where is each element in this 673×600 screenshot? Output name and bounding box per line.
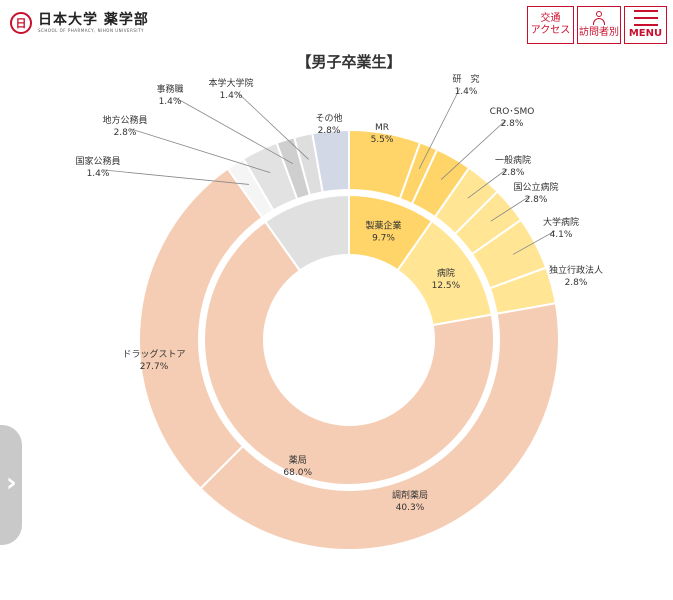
outer-value-13: 2.8% bbox=[318, 126, 341, 136]
inner-slice-other bbox=[263, 193, 350, 273]
inner-value-2: 68.0% bbox=[283, 468, 312, 478]
site-logo[interactable]: 日 日本大学 薬学部 SCHOOL OF PHARMACY, NIHON UNI… bbox=[10, 12, 149, 34]
outer-value-10: 2.8% bbox=[114, 128, 137, 138]
outer-value-9: 1.4% bbox=[87, 169, 110, 179]
person-icon bbox=[592, 11, 606, 25]
chart-title: 【男子卒業生】 bbox=[296, 53, 401, 71]
outer-label-1: 研 究 bbox=[452, 73, 479, 85]
visitor-button[interactable]: 訪問者別 bbox=[577, 6, 621, 44]
inner-value-1: 12.5% bbox=[432, 281, 461, 291]
outer-label-4: 国公立病院 bbox=[513, 181, 558, 193]
inner-label-1: 病院 bbox=[437, 267, 455, 279]
outer-ring bbox=[138, 128, 560, 551]
logo-title: 日本大学 薬学部 bbox=[38, 12, 149, 28]
outer-label-5: 大学病院 bbox=[543, 216, 579, 228]
leader-line-5 bbox=[512, 230, 556, 255]
outer-value-0: 5.5% bbox=[371, 135, 394, 145]
inner-ring bbox=[203, 193, 495, 486]
inner-slice-2 bbox=[203, 220, 495, 486]
hamburger-icon bbox=[633, 10, 658, 26]
outer-value-2: 2.8% bbox=[501, 119, 524, 129]
leader-line-10 bbox=[130, 128, 271, 173]
outer-label-8: ドラッグストア bbox=[122, 348, 185, 360]
side-slide-tab[interactable] bbox=[0, 425, 22, 545]
outer-value-4: 2.8% bbox=[525, 195, 548, 205]
access-button[interactable]: 交通 アクセス bbox=[527, 6, 574, 44]
slice-labels: 製薬企業 9.7% 病院 12.5% 薬局 68.0% MR 5.5% 研 究 1.4% CRO･S… bbox=[75, 73, 603, 513]
outer-slice-8 bbox=[138, 167, 264, 490]
chevron-right-icon[interactable]: › bbox=[6, 468, 17, 498]
outer-value-11: 1.4% bbox=[159, 97, 182, 107]
career-donut-chart: 【男子卒業生】 製薬企業 9.7% 病院 12.5% 薬局 68.0% MR 5.5% 研 究 1… bbox=[75, 53, 603, 551]
outer-value-8: 27.7% bbox=[140, 362, 169, 372]
leader-line-11 bbox=[175, 97, 294, 165]
menu-label: MENU bbox=[628, 28, 663, 39]
inner-label-0: 製薬企業 bbox=[365, 219, 401, 231]
outer-slice-7 bbox=[199, 302, 560, 551]
visitor-label: 訪問者別 bbox=[579, 27, 619, 38]
outer-label-10: 地方公務員 bbox=[102, 114, 147, 126]
outer-label-3: 一般病院 bbox=[495, 154, 531, 166]
outer-label-9: 国家公務員 bbox=[75, 155, 120, 167]
outer-value-7: 40.3% bbox=[396, 503, 425, 513]
outer-label-7: 調剤薬局 bbox=[392, 489, 428, 501]
outer-value-12: 1.4% bbox=[220, 91, 243, 101]
leader-line-4 bbox=[490, 195, 531, 222]
access-label-2: アクセス bbox=[530, 25, 571, 36]
outer-label-11: 事務職 bbox=[156, 83, 183, 95]
leader-lines bbox=[103, 87, 556, 255]
leader-line-3 bbox=[467, 168, 508, 199]
leader-line-2 bbox=[440, 119, 507, 180]
inner-label-2: 薬局 bbox=[289, 454, 307, 466]
menu-button[interactable]: MENU bbox=[624, 6, 667, 44]
outer-label-13: その他 bbox=[315, 112, 342, 124]
outer-label-12: 本学大学院 bbox=[208, 77, 253, 89]
leader-line-9 bbox=[103, 169, 249, 185]
access-label-1: 交通 bbox=[540, 13, 561, 24]
outer-label-6: 独立行政法人 bbox=[549, 264, 603, 276]
site-header: 日 日本大学 薬学部 SCHOOL OF PHARMACY, NIHON UNI… bbox=[0, 0, 673, 50]
university-seal-icon: 日 bbox=[10, 12, 32, 34]
outer-slice-13 bbox=[311, 128, 350, 194]
leader-line-1 bbox=[418, 87, 461, 170]
outer-value-1: 1.4% bbox=[455, 87, 478, 97]
outer-value-5: 4.1% bbox=[550, 230, 573, 240]
logo-subtitle: SCHOOL OF PHARMACY, NIHON UNIVERSITY bbox=[38, 28, 144, 33]
outer-label-0: MR bbox=[375, 123, 389, 133]
outer-value-6: 2.8% bbox=[565, 278, 588, 288]
outer-label-2: CRO･SMO bbox=[490, 107, 535, 117]
inner-value-0: 9.7% bbox=[372, 233, 395, 243]
outer-value-3: 2.8% bbox=[502, 168, 525, 178]
leader-line-12 bbox=[236, 91, 309, 160]
